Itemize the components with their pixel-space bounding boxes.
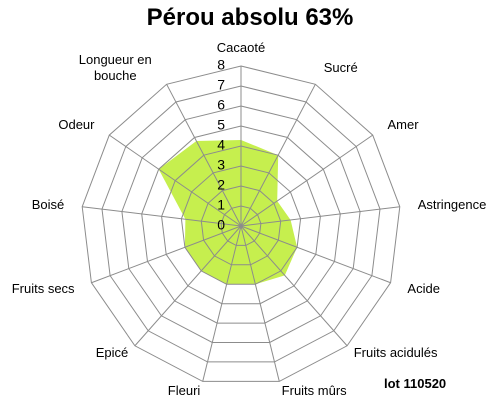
r-tick-label: 7 <box>217 77 225 93</box>
r-tick-label: 0 <box>217 217 225 233</box>
grid-ring <box>161 145 321 305</box>
spoke <box>82 206 242 227</box>
category-label: Sucré <box>323 60 358 76</box>
spoke <box>134 225 242 347</box>
spoke <box>240 225 280 382</box>
grid-ring <box>220 205 262 246</box>
grid-ring <box>121 105 361 343</box>
grid-ring <box>81 65 401 382</box>
category-label: Acide <box>407 281 440 297</box>
category-label: Fruits mûrs <box>281 383 347 399</box>
category-label: Amer <box>387 116 419 132</box>
category-label: Epicé <box>95 345 129 361</box>
r-tick-label: 1 <box>217 197 225 213</box>
spoke <box>240 206 400 227</box>
grid-ring <box>200 185 282 266</box>
category-label: Fleuri <box>167 383 201 399</box>
r-tick-label: 8 <box>217 57 225 73</box>
category-label: Longueur en bouche <box>78 52 152 84</box>
r-tick-label: 3 <box>217 157 225 173</box>
spoke <box>240 225 391 284</box>
r-tick-label: 5 <box>217 117 225 133</box>
grid-ring <box>141 125 341 324</box>
spoke <box>202 225 242 382</box>
category-label: Odeur <box>58 116 95 132</box>
grid-ring <box>180 165 302 285</box>
category-label: Boisé <box>31 196 65 212</box>
category-label: Cacaoté <box>216 40 266 55</box>
grid-ring <box>101 85 381 363</box>
r-tick-label: 2 <box>217 177 225 193</box>
category-label: Fruits secs <box>11 281 75 297</box>
category-label: Astringence <box>417 196 487 212</box>
spoke <box>240 134 373 227</box>
r-tick-label: 4 <box>217 137 225 153</box>
spoke <box>240 84 316 227</box>
annotation: lot 110520 <box>384 376 447 391</box>
chart-title: Pérou absolu 63% <box>146 4 354 31</box>
spoke <box>109 134 242 227</box>
spoke <box>91 225 242 284</box>
spoke <box>240 225 348 347</box>
category-label: Fruits acidulés <box>353 345 438 361</box>
r-tick-label: 6 <box>217 97 225 113</box>
spoke <box>166 84 242 227</box>
